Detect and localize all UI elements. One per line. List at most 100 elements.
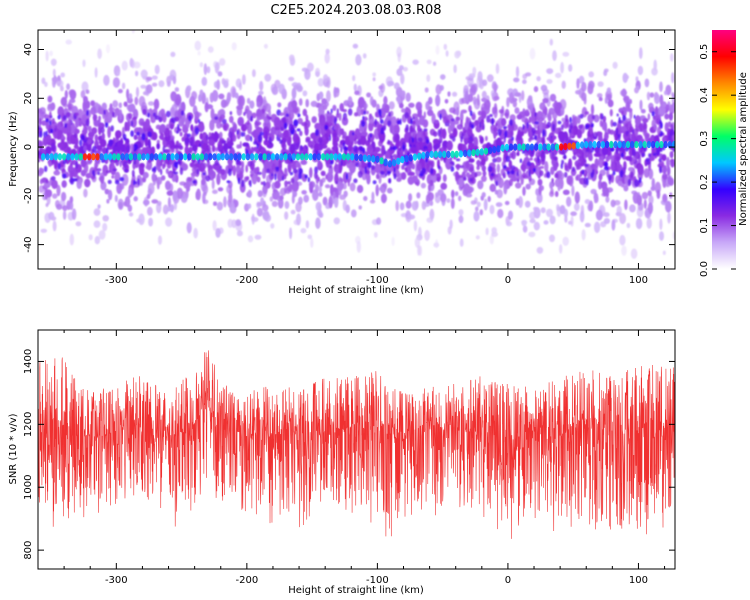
spectrogram-cell [432, 138, 440, 145]
spectrogram-cell [437, 129, 442, 137]
spectrogram-ridge-cell [70, 153, 75, 161]
spectrogram-cell [115, 130, 122, 139]
spectrogram-cell [133, 143, 139, 151]
spectrogram-cell [549, 38, 553, 46]
spectrogram-cell [610, 199, 616, 208]
spectrogram-cell [100, 175, 105, 184]
spectrogram-cell [198, 162, 206, 172]
spectrogram-cell [404, 112, 410, 119]
spectrogram-cell [223, 196, 227, 208]
spectrogram-cell [466, 172, 470, 178]
spectrogram-cell [143, 199, 150, 206]
spectrogram-cell [305, 146, 308, 150]
spectrogram-cell [468, 158, 475, 163]
spectrogram-cell [245, 134, 251, 142]
spectrogram-cell [69, 233, 75, 246]
spectrogram-cell [426, 74, 431, 82]
spectrogram-cell [69, 201, 74, 210]
spectrogram-cell [165, 180, 171, 191]
spectrogram-cell [154, 64, 160, 75]
spectrogram-cell [644, 78, 650, 88]
spectrogram-cell [128, 212, 134, 217]
spectrogram-ridge-cell [283, 153, 288, 161]
spectrogram-cell [568, 128, 572, 134]
spectrogram-cell [174, 87, 180, 92]
spectrogram-cell [251, 215, 255, 222]
spectrogram-cell [259, 131, 264, 136]
spectrogram-cell [211, 145, 216, 153]
spectrogram-cell [544, 129, 547, 137]
spectrogram-cell [121, 82, 126, 90]
spectrogram-cell [575, 153, 581, 157]
spectrogram-cell [338, 143, 343, 148]
spectrogram-cell [405, 106, 409, 112]
spectrogram-cell [54, 127, 57, 132]
spectrogram-cell [574, 191, 580, 204]
spectrogram-ridge-cell [354, 153, 359, 161]
spectrogram-cell [459, 238, 464, 247]
spectrogram-cell [236, 163, 241, 175]
spectrogram-cell [556, 171, 560, 181]
spectrogram-cell [388, 111, 392, 117]
spectrogram-cell [132, 159, 137, 165]
spectrogram-cell [355, 162, 360, 168]
spectrogram-cell [260, 197, 264, 205]
spectrogram-cell [417, 137, 423, 142]
spectrogram-ridge-cell [350, 153, 355, 161]
spectrogram-cell [66, 132, 71, 137]
spectrogram-marks [38, 30, 675, 269]
spectrogram-cell [648, 156, 655, 162]
spectrogram-cell [435, 45, 440, 55]
spectrogram-ridge-cell [183, 153, 188, 161]
spectrogram-cell [240, 131, 244, 137]
spectrogram-cell [53, 160, 58, 166]
spectrogram-cell [458, 195, 462, 202]
spectrogram-cell [318, 137, 323, 144]
spectrogram-cell [189, 138, 192, 142]
spectrogram-cell [489, 183, 496, 192]
spectrogram-cell [173, 200, 177, 211]
spectrogram-cell [634, 179, 639, 188]
spectrogram-cell [396, 68, 403, 76]
spectrogram-cell [332, 139, 338, 146]
spectrogram-cell [156, 178, 160, 190]
spectrogram-cell [175, 161, 179, 169]
spectrogram-cell [81, 129, 88, 135]
spectrogram-ridge-cell [153, 153, 159, 161]
spectrogram-cell [300, 228, 307, 234]
spectrogram-cell [217, 144, 223, 150]
spectrogram-cell [555, 72, 562, 79]
spectrogram-cell [49, 111, 52, 119]
spectrogram-cell [562, 51, 570, 57]
spectrogram-cell [408, 193, 413, 202]
spectrogram-cell [393, 172, 397, 180]
spectrogram-cell [201, 178, 206, 186]
spectrogram-cell [347, 145, 353, 152]
spectrogram-cell [494, 189, 499, 195]
spectrogram-cell [510, 165, 516, 170]
spectrogram-cell [259, 80, 264, 91]
spectrogram-cell [425, 139, 430, 144]
spectrogram-ridge-cell [400, 156, 405, 164]
spectrogram-ridge-cell [312, 153, 317, 161]
spectrogram-cell [638, 177, 642, 184]
spectrogram-cell [331, 146, 337, 151]
spectrogram-cell [370, 164, 376, 171]
spectrogram-cell [90, 100, 95, 107]
spectrogram-cell [202, 192, 206, 204]
spectrogram-cell [405, 167, 408, 173]
spectrogram-cell [509, 92, 515, 104]
spectrogram-cell [631, 148, 636, 157]
spectrogram-cell [217, 71, 223, 77]
spectrogram-cell [305, 99, 310, 108]
spectrogram-cell [105, 170, 111, 174]
spectrogram-cell [406, 151, 410, 157]
spectrogram-cell [292, 168, 298, 174]
spectrogram-cell [475, 206, 479, 212]
spectrogram-cell [553, 163, 558, 171]
spectrogram-cell [529, 157, 533, 161]
spectrogram-cell [121, 60, 128, 71]
spectrogram-cell [151, 173, 156, 182]
spectrogram-cell [593, 191, 597, 204]
